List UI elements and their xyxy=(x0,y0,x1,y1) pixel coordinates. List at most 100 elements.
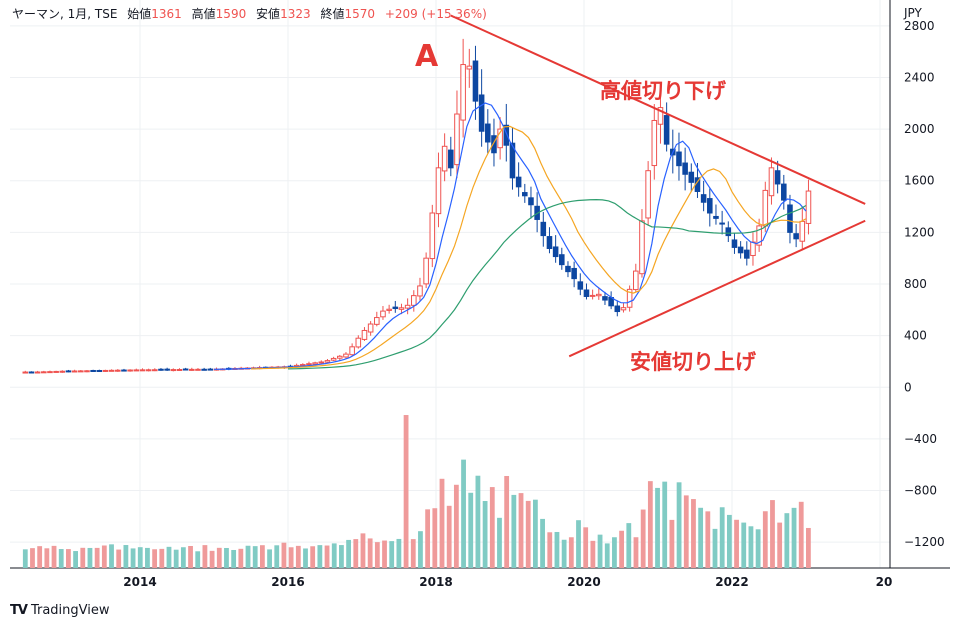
candle-body xyxy=(509,142,516,179)
volume-bar xyxy=(94,547,100,568)
candle-body xyxy=(145,369,152,372)
candle-body xyxy=(448,149,454,169)
tradingview-logo[interactable]: TV TradingView xyxy=(10,603,109,618)
volume-bar xyxy=(403,415,409,568)
candle-body xyxy=(725,227,732,237)
candle-body xyxy=(386,308,392,311)
candle-body xyxy=(559,254,565,266)
candle-body xyxy=(799,220,806,242)
change-value: +209 (+15.36%) xyxy=(384,7,487,21)
volume-bar xyxy=(267,549,272,568)
volume-bar xyxy=(568,537,574,568)
candle-body xyxy=(158,368,164,371)
candle-body xyxy=(404,304,411,309)
volume-bar xyxy=(410,539,416,568)
candle-body xyxy=(164,368,170,371)
volume-bar xyxy=(784,513,790,568)
open-label: 始値 xyxy=(127,7,152,21)
volume-bar xyxy=(73,551,78,568)
x-tick-label: 2020 xyxy=(567,575,600,589)
volume-bar xyxy=(676,482,682,568)
volume-bar xyxy=(389,541,395,568)
volume-bar xyxy=(346,539,352,568)
volume-bar xyxy=(238,548,244,568)
volume-bar xyxy=(619,530,625,568)
volume-bar xyxy=(30,548,35,568)
ma-long-line xyxy=(287,198,807,370)
x-tick-label: 2022 xyxy=(715,575,748,589)
candle-body xyxy=(633,270,639,291)
open-value: 1361 xyxy=(151,7,182,21)
volume-bar xyxy=(130,548,136,568)
candle-body xyxy=(59,370,66,373)
candle-body xyxy=(589,294,596,297)
candle-body xyxy=(207,368,214,371)
candle-body xyxy=(47,371,53,374)
volume-bar xyxy=(597,534,603,568)
close-label: 終値 xyxy=(320,7,345,21)
candle-body xyxy=(115,369,121,372)
candle-body xyxy=(787,204,793,233)
volume-bar xyxy=(547,532,553,568)
x-tick-label: 2014 xyxy=(123,575,156,589)
y-tick-label: 1600 xyxy=(904,174,935,188)
volume-bar xyxy=(317,545,323,568)
volume-bar xyxy=(51,545,57,568)
volume-bar xyxy=(145,547,150,568)
volume-bar xyxy=(432,508,438,568)
candle-body xyxy=(657,107,664,125)
volume-bar xyxy=(497,517,502,568)
candle-body xyxy=(460,64,466,121)
volume-bar xyxy=(734,519,739,568)
volume-bar xyxy=(252,546,258,568)
candle-body xyxy=(620,307,627,311)
currency-label: JPY xyxy=(903,6,923,20)
x-tick-label: 2018 xyxy=(419,575,452,589)
candle-body xyxy=(676,151,682,167)
candle-body xyxy=(189,368,195,371)
candle-body xyxy=(201,368,207,371)
y-tick-label: −1200 xyxy=(904,535,945,549)
volume-bar xyxy=(712,528,718,568)
candle-body xyxy=(121,369,127,372)
volume-bar xyxy=(295,545,301,568)
volume-bar xyxy=(475,475,481,568)
volume-bar xyxy=(655,487,660,568)
volume-bar xyxy=(640,509,646,568)
candle-body xyxy=(152,369,158,372)
volume-bar xyxy=(647,481,653,568)
volume-bar xyxy=(324,545,330,568)
candle-body xyxy=(34,371,41,374)
volume-bar xyxy=(123,545,129,568)
candle-body xyxy=(626,288,633,308)
candle-body xyxy=(478,94,485,132)
volume-bar xyxy=(152,549,158,568)
volume-bar xyxy=(360,533,366,568)
candle-body xyxy=(639,220,645,275)
candle-body xyxy=(571,267,577,280)
y-tick-label: 800 xyxy=(904,277,927,291)
volume-bar xyxy=(468,492,474,568)
candle-body xyxy=(65,370,72,373)
candle-body xyxy=(139,369,146,372)
volume-bar xyxy=(209,550,215,568)
candle-body xyxy=(435,167,442,215)
volume-bar xyxy=(231,549,237,568)
candle-body xyxy=(361,329,368,340)
volume-bar xyxy=(576,520,581,568)
candle-body xyxy=(596,293,602,297)
volume-bar xyxy=(87,547,93,568)
candle-body xyxy=(380,310,386,318)
volume-bar xyxy=(281,542,287,568)
candle-body xyxy=(491,135,497,154)
candle-body xyxy=(762,189,769,227)
candle-body xyxy=(614,305,621,313)
volume-bar xyxy=(626,523,632,568)
y-tick-label: 400 xyxy=(904,329,927,343)
candle-body xyxy=(170,369,177,372)
candle-body xyxy=(546,236,553,249)
volume-bar xyxy=(518,493,524,568)
volume-bar xyxy=(633,537,639,568)
candle-body xyxy=(688,171,695,183)
